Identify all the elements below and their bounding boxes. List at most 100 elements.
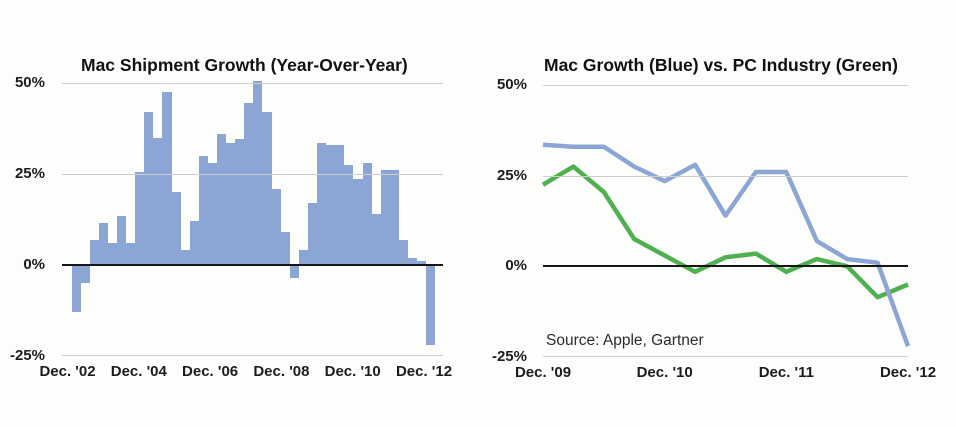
bar-dec-11	[389, 170, 399, 265]
bar-slot-mar-10	[326, 83, 336, 356]
bar-slot-jun-10	[335, 83, 345, 356]
bar-sep-12	[417, 261, 427, 265]
x-tick-label-dec-08: Dec. '08	[253, 363, 310, 380]
x-tick-label-dec-06: Dec. '06	[182, 363, 239, 380]
bar-jun-12	[407, 257, 418, 265]
zero-axis-line	[543, 265, 908, 268]
gridline-25	[62, 355, 443, 356]
bar-slot-jun-05	[153, 83, 163, 356]
left-chart-title: Mac Shipment Growth (Year-Over-Year)	[81, 54, 408, 75]
gridline-25	[62, 174, 443, 175]
bar-sep-10	[344, 164, 354, 265]
bar-sep-11	[380, 170, 390, 265]
mac-shipment-growth-chart: Mac Shipment Growth (Year-Over-Year) 50%…	[9, 54, 453, 380]
bar-sep-08	[271, 188, 281, 265]
bar-jun-08	[262, 112, 272, 265]
bar-slot-dec-12	[426, 83, 436, 356]
bar-slot-mar-08	[253, 81, 263, 356]
line-plot-area	[541, 85, 911, 357]
bar-sep-07	[235, 139, 245, 265]
bar-slot-dec-06	[207, 83, 217, 356]
bar-slot-mar-09	[289, 83, 299, 356]
bar-slot-jun-06	[189, 83, 199, 356]
bar-mar-03	[71, 265, 81, 313]
mac-vs-pc-line-chart: Mac Growth (Blue) vs. PC Industry (Green…	[478, 0, 956, 427]
bar-slot-sep-09	[307, 83, 318, 356]
bar-dec-08	[280, 232, 290, 265]
bar-slot-sep-06	[198, 83, 208, 356]
bar-dec-03	[98, 223, 108, 265]
bar-slot-mar-05	[144, 83, 154, 356]
bar-slot-dec-03	[98, 83, 108, 356]
y-tick-label-25: 25%	[496, 166, 527, 184]
bar-sep-03	[89, 239, 99, 265]
bar-dec-06	[207, 163, 217, 265]
y-tick-label-50: 50%	[496, 76, 527, 93]
bar-slot-sep-12	[417, 83, 427, 356]
source-note: Source: Apple, Gartner	[546, 332, 704, 349]
bar-dec-07	[244, 103, 254, 265]
bar-sep-09	[307, 203, 318, 265]
y-tick-label-0: 0%	[505, 257, 527, 275]
bar-mar-07	[217, 133, 227, 265]
right-chart-title: Mac Growth (Blue) vs. PC Industry (Green…	[544, 54, 898, 75]
bar-series	[71, 81, 436, 356]
x-tick-label-dec-10: Dec. '10	[636, 364, 693, 381]
bar-dec-12	[426, 265, 436, 346]
bar-slot-jun-11	[371, 83, 381, 356]
bar-plot-area	[62, 81, 443, 356]
bar-mar-04	[107, 243, 117, 265]
gridline-50	[62, 83, 443, 84]
x-tick-label-dec-11: Dec. '11	[758, 364, 814, 381]
y-tick-label-25: 25%	[14, 165, 45, 182]
bar-slot-mar-04	[107, 83, 117, 356]
bar-jun-11	[371, 214, 381, 265]
x-tick-label-dec-12: Dec. '12	[395, 363, 453, 380]
bar-jun-10	[335, 144, 345, 265]
x-tick-label-dec-02: Dec. '02	[39, 363, 96, 380]
bar-slot-sep-11	[380, 83, 390, 356]
bar-slot-jun-09	[298, 83, 308, 356]
bar-sep-05	[162, 92, 172, 265]
zero-axis-line	[62, 264, 443, 266]
bar-jun-05	[153, 137, 163, 265]
bar-dec-10	[353, 179, 363, 265]
bar-slot-mar-12	[398, 83, 408, 356]
bar-sep-04	[126, 243, 136, 265]
bar-slot-dec-05	[171, 83, 181, 356]
line-series-canvas	[541, 142, 911, 347]
bar-jun-04	[116, 215, 127, 265]
bar-slot-mar-07	[217, 83, 227, 356]
bar-slot-sep-08	[271, 83, 281, 356]
gridline-25	[543, 175, 908, 177]
bar-jun-09	[298, 250, 308, 265]
y-tick-label-0: 0%	[23, 256, 45, 273]
gridline-25	[543, 356, 908, 357]
mac-growth-line	[542, 142, 911, 347]
y-tick-label-50: 50%	[14, 74, 45, 91]
bar-slot-sep-03	[89, 83, 99, 356]
bar-mar-12	[398, 239, 408, 265]
bar-slot-mar-03	[71, 83, 81, 356]
bar-slot-mar-06	[180, 83, 190, 356]
bar-slot-sep-10	[344, 83, 354, 356]
bar-slot-dec-08	[280, 83, 290, 356]
bar-slot-jun-08	[262, 83, 272, 356]
bar-jun-03	[80, 265, 90, 284]
bar-slot-mar-11	[362, 83, 372, 356]
bar-mar-05	[144, 112, 154, 265]
bar-mar-11	[362, 163, 372, 265]
bar-slot-dec-11	[389, 83, 399, 356]
bar-slot-dec-04	[135, 83, 145, 356]
gridline-50	[543, 85, 908, 86]
bar-slot-jun-04	[116, 83, 127, 356]
x-tick-label-dec-09: Dec. '09	[514, 364, 572, 381]
bar-slot-jun-03	[80, 83, 90, 356]
bar-dec-04	[135, 172, 145, 265]
bar-jun-07	[226, 143, 236, 265]
y-tick-label-25: -25%	[9, 347, 45, 364]
bar-slot-sep-07	[235, 83, 245, 356]
bar-mar-08	[253, 81, 263, 265]
bar-slot-dec-09	[317, 83, 327, 356]
